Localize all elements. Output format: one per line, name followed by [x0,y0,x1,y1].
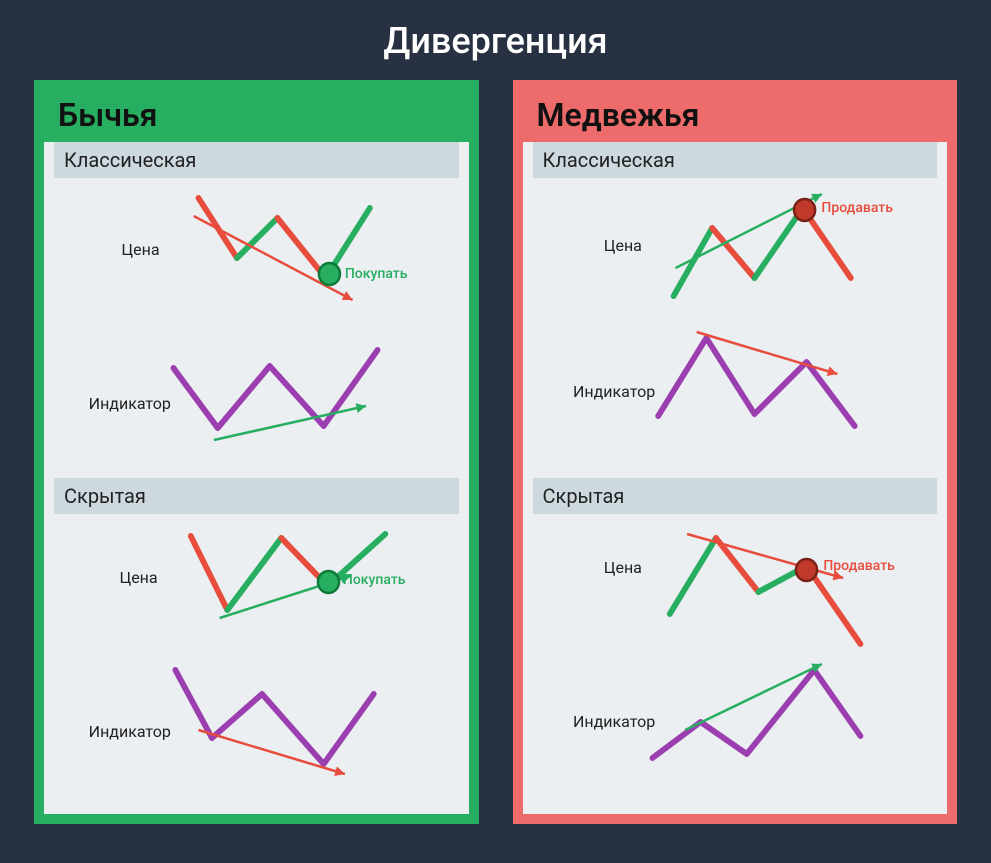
indicator-label: Индикатор [573,712,655,731]
chart-bullish-classic: Цена Индикатор Покупать [54,178,459,468]
columns-container: БычьяКлассическаяЦенаИндикаторПокупатьСк… [0,80,991,824]
column-bullish: БычьяКлассическаяЦенаИндикаторПокупатьСк… [34,80,479,824]
indicator-label: Индикатор [89,394,171,413]
chart-bearish-classic: Цена Индикатор Продавать [533,178,938,468]
section-hidden: Скрытая Цена Индикатор Покупать [54,478,459,804]
signal-label: Покупать [343,572,406,588]
indicator-label: Индикатор [89,722,171,741]
signal-label: Продавать [821,200,893,216]
section-header: Скрытая [533,478,938,514]
signal-label: Покупать [345,266,408,282]
chart-bearish-hidden: Цена Индикатор Продавать [533,514,938,804]
signal-label: Продавать [823,558,895,574]
section-classic: Классическая Цена Индикатор Продавать [533,142,938,468]
column-bearish: МедвежьяКлассическая Цена Индикатор Продава… [513,80,958,824]
section-header: Скрытая [54,478,459,514]
price-label: Цена [121,240,159,259]
price-label: Цена [604,558,642,577]
page-title: Дивергенция [0,0,991,80]
section-header: Классическая [54,142,459,178]
price-label: Цена [604,236,642,255]
section-hidden: Скрытая Цена Индикатор Продавать [533,478,938,804]
price-label: Цена [119,568,157,587]
section-classic: Классическая Цена Индикатор Покупать [54,142,459,468]
chart-bullish-hidden: Цена Индикатор Покупать [54,514,459,804]
indicator-label: Индикатор [573,382,655,401]
column-header: Медвежья [523,90,948,142]
section-header: Классическая [533,142,938,178]
column-header: Бычья [44,90,469,142]
